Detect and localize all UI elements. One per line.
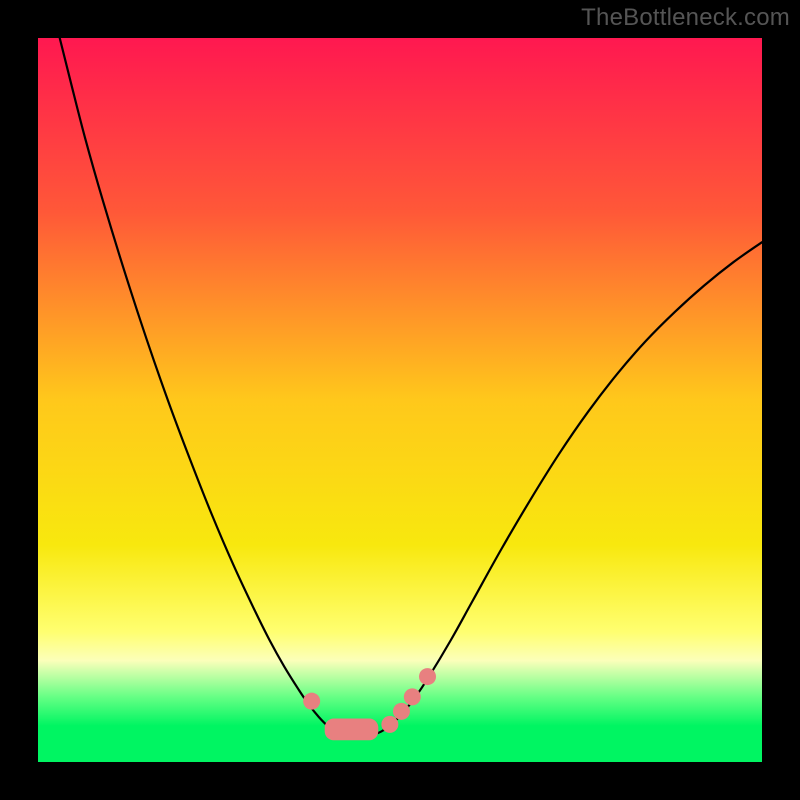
highlight-marker-0 (303, 693, 320, 710)
highlight-marker-2 (393, 703, 410, 720)
highlight-marker-4 (419, 668, 436, 685)
chart-root: TheBottleneck.com (0, 0, 800, 800)
highlight-marker-3 (404, 688, 421, 705)
chart-svg (0, 0, 800, 800)
highlight-marker-1 (381, 716, 398, 733)
watermark-text: TheBottleneck.com (581, 4, 790, 32)
plot-area (38, 38, 762, 762)
highlight-bottom-bar (325, 719, 379, 741)
